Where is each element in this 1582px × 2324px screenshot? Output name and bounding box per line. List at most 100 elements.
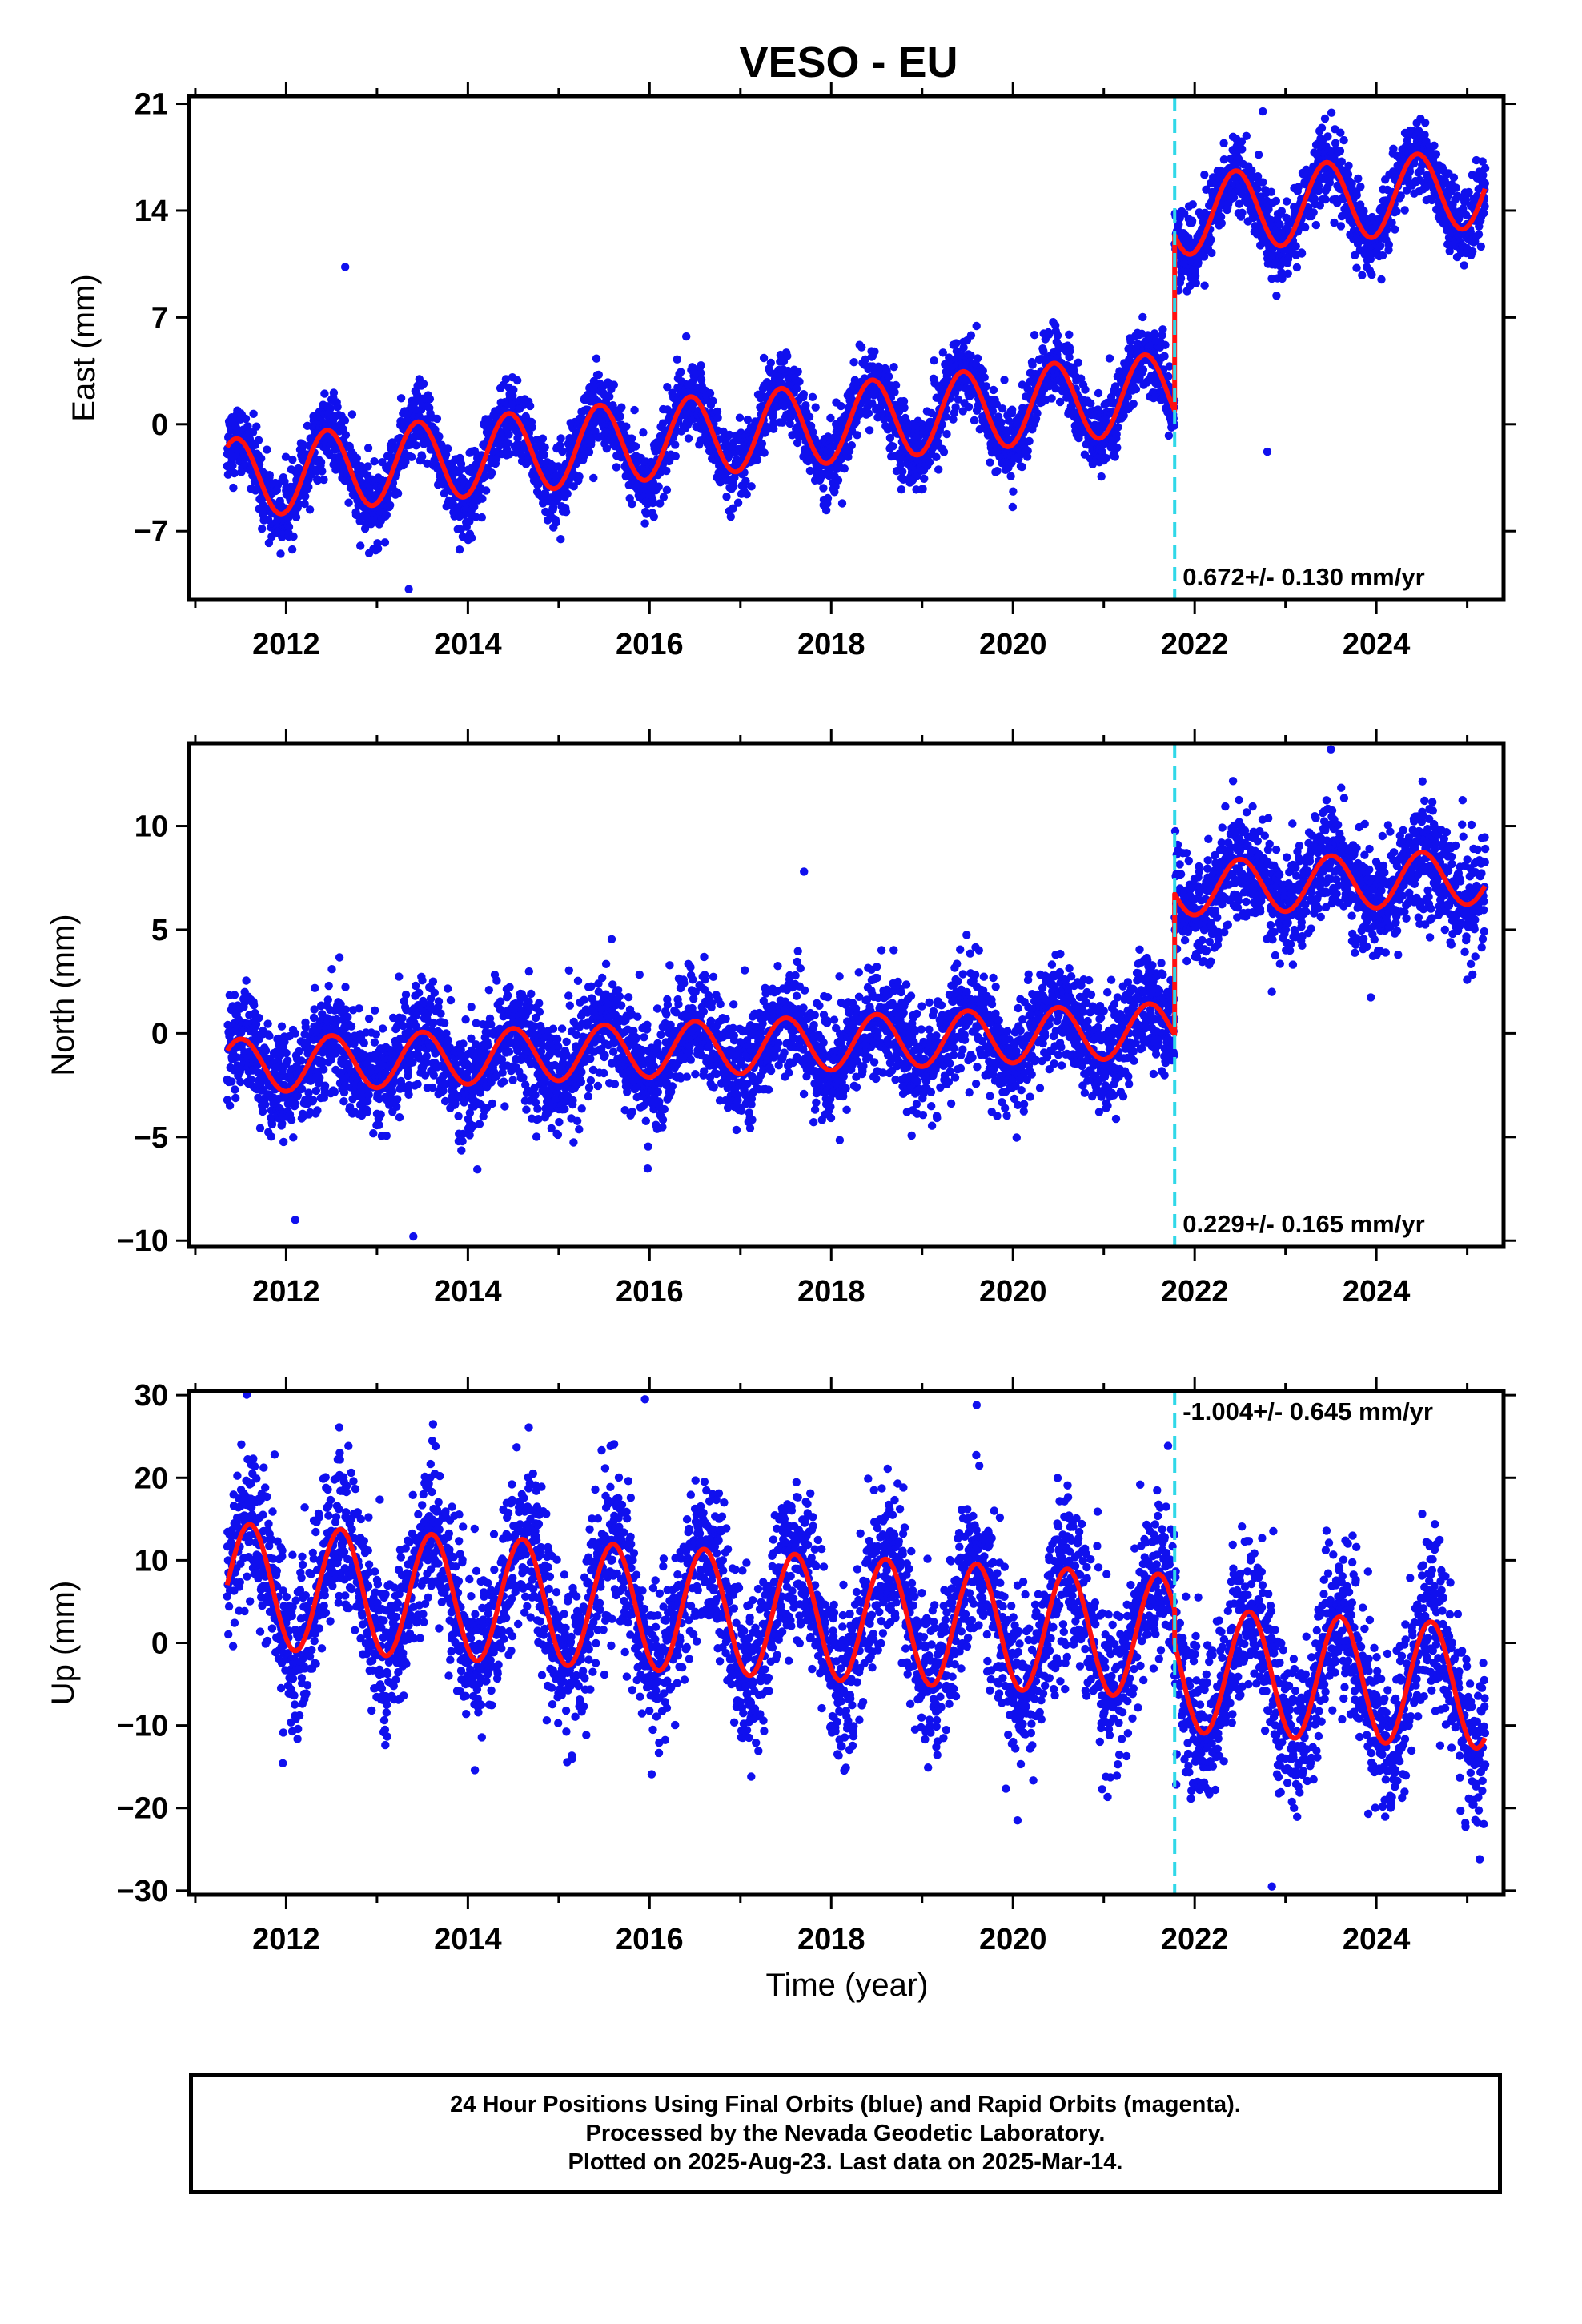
- data-point: [951, 403, 960, 412]
- data-point: [1150, 329, 1159, 338]
- data-point: [1356, 182, 1365, 191]
- data-point: [662, 466, 671, 476]
- data-point: [942, 429, 951, 439]
- data-point: [1431, 150, 1441, 159]
- data-point: [1200, 281, 1209, 290]
- data-point: [230, 991, 239, 999]
- y-tick-label: 14: [135, 195, 168, 228]
- data-point: [612, 463, 621, 472]
- data-point: [805, 412, 814, 421]
- data-point: [435, 432, 444, 441]
- data-point: [1291, 242, 1300, 251]
- data-point: [347, 410, 357, 419]
- points-north: [223, 745, 1490, 1241]
- data-point: [897, 485, 906, 494]
- data-point: [258, 525, 267, 533]
- data-point: [722, 493, 731, 501]
- data-point: [697, 361, 705, 370]
- data-point: [561, 508, 571, 517]
- data-point: [333, 403, 342, 412]
- data-point: [989, 385, 998, 395]
- data-point: [609, 380, 618, 389]
- data-point: [513, 376, 522, 385]
- data-point: [1138, 312, 1147, 322]
- data-point: [329, 388, 339, 397]
- data-point: [849, 358, 858, 367]
- data-point: [263, 445, 271, 454]
- data-point: [1081, 385, 1090, 394]
- data-point: [289, 532, 298, 541]
- data-point: [1376, 241, 1385, 251]
- data-point: [1337, 157, 1347, 166]
- data-point: [709, 396, 717, 405]
- data-point: [823, 493, 833, 503]
- data-point: [630, 405, 639, 415]
- data-point: [352, 454, 361, 463]
- data-point: [1320, 114, 1330, 123]
- data-point: [525, 401, 535, 411]
- data-point: [891, 380, 901, 390]
- data-point: [1272, 292, 1281, 300]
- data-point: [847, 441, 857, 450]
- panel-north: 2012 2014 2016 2018 2020 2022 2024−10−50510Nor…: [46, 729, 1516, 1309]
- data-point: [1086, 399, 1095, 408]
- data-point: [408, 452, 416, 461]
- data-point: [457, 464, 466, 473]
- data-point: [617, 403, 626, 412]
- data-point: [952, 339, 961, 348]
- data-point: [766, 358, 775, 368]
- data-point: [1336, 222, 1346, 231]
- data-point: [227, 1077, 236, 1086]
- data-point: [316, 458, 326, 467]
- data-point: [808, 392, 817, 401]
- data-point: [826, 413, 835, 423]
- data-point: [959, 343, 968, 352]
- data-point: [1359, 207, 1368, 215]
- data-point: [1335, 147, 1345, 155]
- data-point: [889, 363, 898, 372]
- data-point: [265, 471, 274, 480]
- data-point: [1301, 223, 1310, 232]
- data-point: [1074, 358, 1083, 367]
- data-point: [743, 415, 753, 424]
- data-point: [857, 343, 866, 352]
- data-point: [1392, 207, 1401, 216]
- data-point: [231, 1093, 240, 1103]
- data-point: [1238, 208, 1247, 217]
- data-point: [760, 448, 769, 457]
- data-point: [998, 404, 1007, 413]
- data-point: [1339, 135, 1348, 145]
- data-point: [313, 476, 322, 485]
- x-tick-label: 2020: [979, 628, 1047, 661]
- data-point: [356, 462, 366, 471]
- data-point: [966, 331, 976, 340]
- data-point: [1309, 208, 1318, 217]
- data-point: [628, 500, 636, 509]
- data-point: [284, 522, 294, 532]
- data-point: [1480, 163, 1490, 173]
- data-point: [319, 475, 328, 485]
- data-point: [884, 372, 893, 381]
- data-point: [432, 414, 442, 424]
- data-point: [1018, 462, 1026, 472]
- data-point: [1476, 242, 1486, 251]
- data-point: [684, 434, 693, 443]
- data-point: [837, 401, 845, 411]
- data-point: [1138, 365, 1148, 374]
- data-point: [575, 472, 584, 481]
- data-point: [759, 353, 769, 363]
- data-point: [351, 510, 361, 520]
- data-point: [1321, 195, 1330, 204]
- data-point: [1325, 178, 1335, 187]
- data-point: [592, 354, 601, 363]
- data-point: [1292, 263, 1302, 272]
- data-point: [1430, 141, 1439, 150]
- data-point: [242, 976, 251, 985]
- chart-title: VESO - EU: [739, 38, 958, 86]
- data-point: [517, 450, 526, 460]
- data-point: [1006, 472, 1015, 480]
- data-point: [563, 489, 572, 498]
- data-point: [757, 439, 767, 448]
- data-point: [465, 517, 474, 526]
- data-point: [1094, 388, 1103, 398]
